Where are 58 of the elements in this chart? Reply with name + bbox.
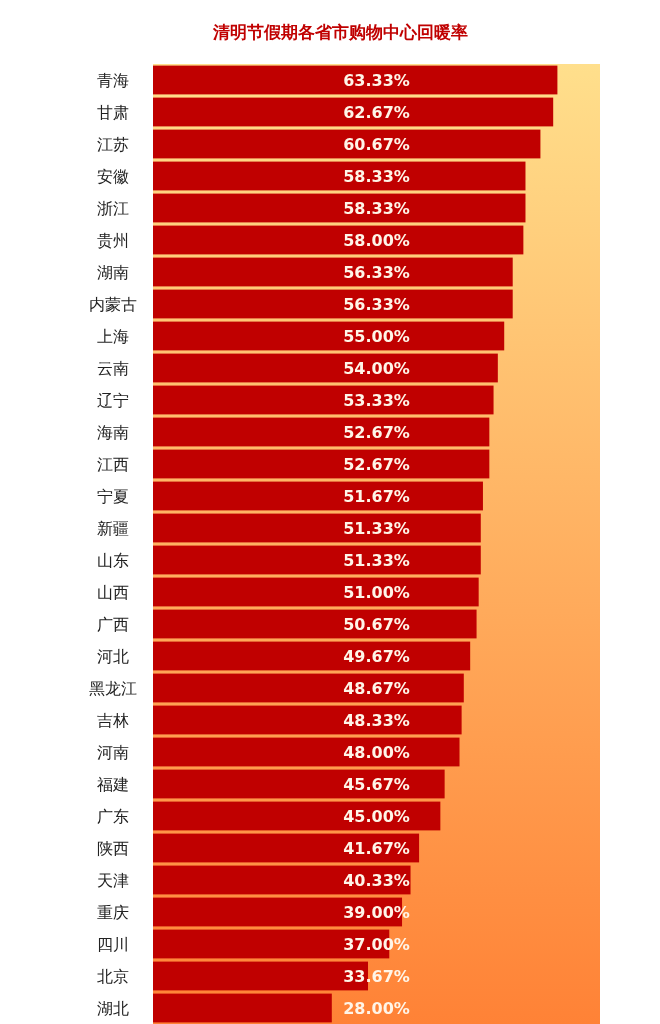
y-tick-label: 江西	[97, 454, 129, 474]
data-label: 48.33%	[343, 710, 410, 730]
y-tick-label: 甘肃	[97, 102, 129, 122]
y-tick-label: 北京	[97, 966, 129, 986]
y-tick-label: 辽宁	[97, 390, 129, 410]
y-tick-label: 山西	[97, 582, 129, 602]
y-tick-label: 河北	[97, 646, 129, 666]
y-tick-label: 安徽	[97, 166, 129, 186]
y-tick-label: 天津	[97, 870, 129, 890]
y-tick-label: 广东	[97, 806, 129, 826]
y-tick-label: 陕西	[97, 838, 129, 858]
y-tick-label: 山东	[97, 550, 129, 570]
data-label: 52.67%	[343, 422, 410, 442]
y-tick-label: 福建	[97, 774, 129, 794]
data-label: 50.67%	[343, 614, 410, 634]
data-label: 55.00%	[343, 326, 410, 346]
data-label: 56.33%	[343, 294, 410, 314]
data-label: 62.67%	[343, 102, 410, 122]
data-label: 56.33%	[343, 262, 410, 282]
y-tick-label: 黑龙江	[89, 678, 137, 698]
data-label: 52.67%	[343, 454, 410, 474]
y-tick-label: 内蒙古	[89, 294, 137, 314]
y-tick-label: 上海	[97, 326, 129, 346]
data-label: 51.67%	[343, 486, 410, 506]
data-label: 28.00%	[343, 998, 410, 1018]
y-tick-label: 广西	[97, 614, 129, 634]
y-tick-label: 湖南	[97, 262, 129, 282]
data-label: 53.33%	[343, 390, 410, 410]
data-label: 51.33%	[343, 518, 410, 538]
data-label: 48.00%	[343, 742, 410, 762]
data-label: 58.33%	[343, 198, 410, 218]
y-tick-label: 云南	[97, 358, 129, 378]
data-label: 63.33%	[343, 70, 410, 90]
data-label: 58.00%	[343, 230, 410, 250]
data-label: 41.67%	[343, 838, 410, 858]
y-tick-label: 重庆	[97, 902, 129, 922]
y-tick-label: 青海	[97, 70, 129, 90]
data-label: 48.67%	[343, 678, 410, 698]
y-tick-label: 湖北	[97, 998, 129, 1018]
y-tick-label: 吉林	[97, 710, 129, 730]
y-tick-label: 海南	[97, 422, 129, 442]
data-label: 40.33%	[343, 870, 410, 890]
y-tick-label: 四川	[97, 934, 129, 954]
y-tick-label: 江苏	[97, 134, 129, 154]
y-tick-label: 宁夏	[97, 486, 129, 506]
data-label: 45.00%	[343, 806, 410, 826]
data-label: 54.00%	[343, 358, 410, 378]
y-tick-label: 新疆	[97, 518, 129, 538]
data-label: 60.67%	[343, 134, 410, 154]
y-tick-label: 浙江	[97, 198, 129, 218]
y-tick-label: 贵州	[97, 230, 129, 250]
data-label: 51.33%	[343, 550, 410, 570]
y-tick-label: 河南	[97, 742, 129, 762]
chart-title: 清明节假期各省市购物中心回暖率	[211, 22, 468, 42]
data-label: 45.67%	[343, 774, 410, 794]
data-label: 51.00%	[343, 582, 410, 602]
data-label: 49.67%	[343, 646, 410, 666]
data-label: 58.33%	[343, 166, 410, 186]
